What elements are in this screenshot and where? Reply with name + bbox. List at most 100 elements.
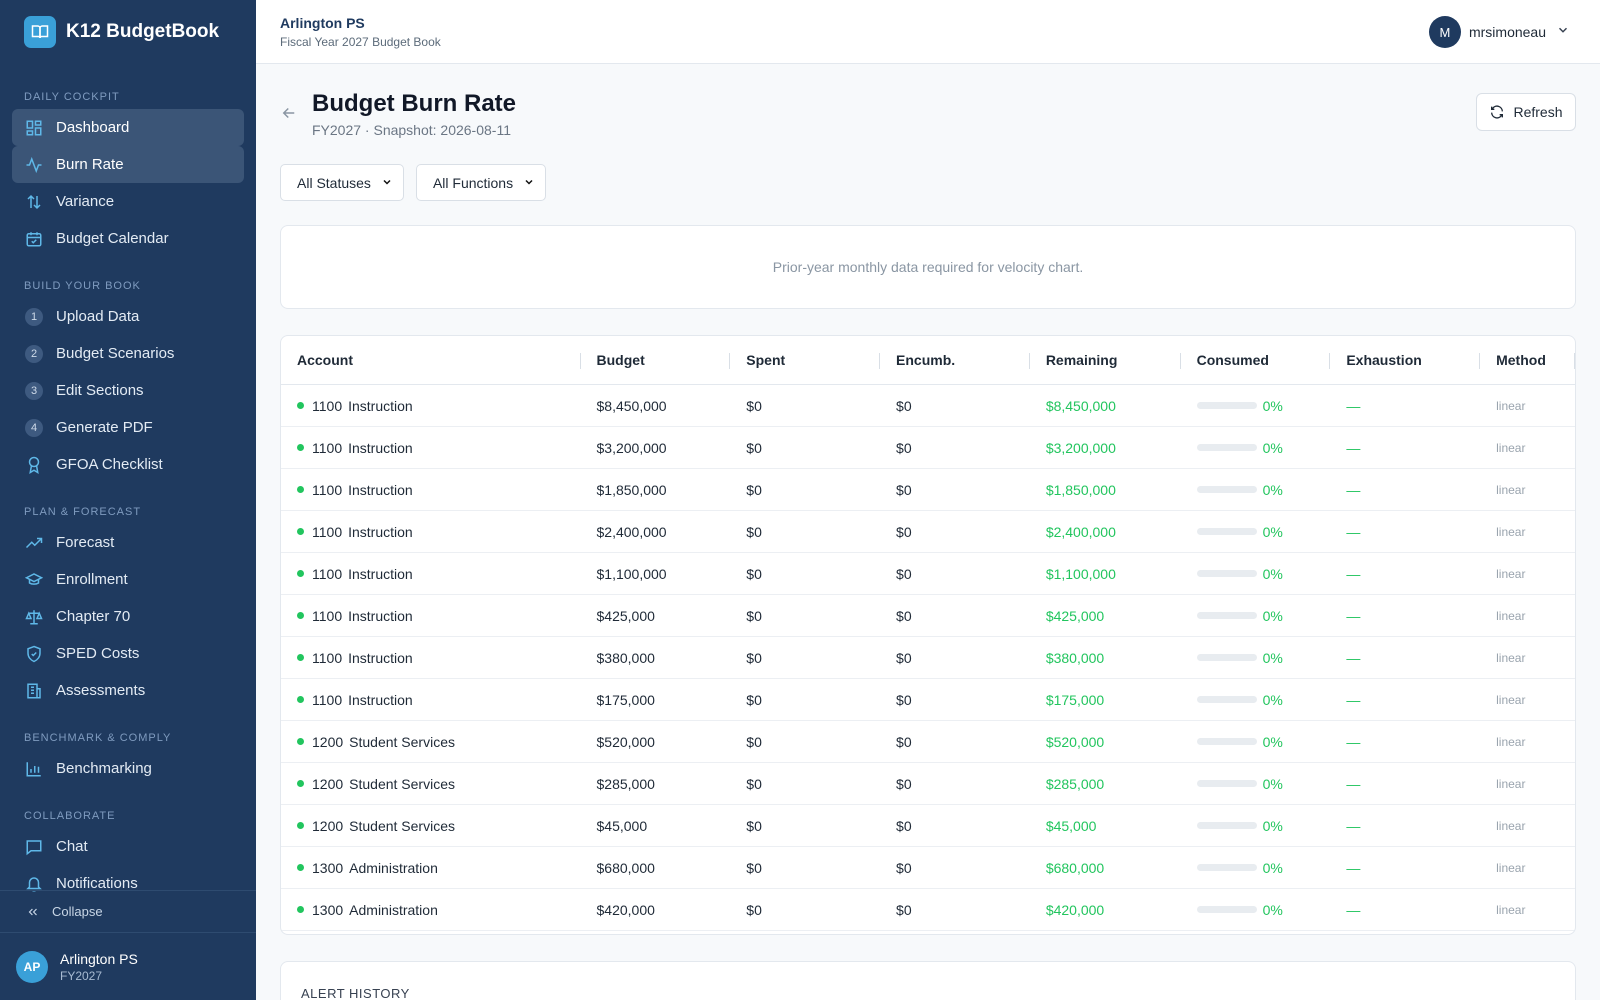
sidebar-item-chat[interactable]: Chat: [12, 828, 244, 865]
brand[interactable]: K12 BudgetBook: [0, 0, 256, 64]
column-header-spent[interactable]: Spent: [730, 336, 880, 384]
sidebar-item-forecast[interactable]: Forecast: [12, 524, 244, 561]
remaining-cell: $2,400,000: [1030, 511, 1181, 552]
table-row[interactable]: 1100 Instruction $8,450,000 $0 $0 $8,450,000 0…: [281, 385, 1575, 427]
remaining-value: $425,000: [1045, 607, 1105, 624]
account-code: 1300: [312, 901, 344, 918]
sidebar-item-label: Notifications: [56, 875, 138, 892]
method-value: linear: [1496, 440, 1526, 455]
table-row[interactable]: 1300 Administration $680,000 $0 $0 $680,000 0%…: [281, 847, 1575, 889]
refresh-icon: [1489, 104, 1505, 120]
encumb-value: $0: [896, 439, 912, 456]
method-cell: linear: [1480, 721, 1575, 762]
exhaustion-value: —: [1346, 775, 1361, 792]
sidebar-item-budget-scenarios[interactable]: 2 Budget Scenarios: [12, 335, 244, 372]
sidebar-item-gfoa-checklist[interactable]: GFOA Checklist: [12, 446, 244, 483]
consumed-percent: 0%: [1262, 439, 1283, 456]
budget-value: $8,450,000: [596, 397, 667, 414]
budget-cell: $1,100,000: [581, 553, 731, 594]
burn-rate-table: Account Budget Spent Encumb. Remaining C…: [280, 335, 1576, 935]
sidebar-item-benchmarking[interactable]: Benchmarking: [12, 750, 244, 787]
table-row[interactable]: 1100 Instruction $1,850,000 $0 $0 $1,850,000 0…: [281, 469, 1575, 511]
sidebar-item-dashboard[interactable]: Dashboard: [12, 109, 244, 146]
sidebar-item-burn-rate[interactable]: Burn Rate: [12, 146, 244, 183]
spent-value: $0: [746, 607, 762, 624]
encumb-value: $0: [896, 901, 912, 918]
remaining-value: $1,850,000: [1045, 481, 1116, 498]
encumb-value: $0: [896, 859, 912, 876]
remaining-value: $420,000: [1045, 901, 1105, 918]
column-header-exhaustion[interactable]: Exhaustion: [1330, 336, 1480, 384]
remaining-value: $380,000: [1045, 649, 1105, 666]
remaining-value: $680,000: [1045, 859, 1105, 876]
sidebar-item-assessments[interactable]: Assessments: [12, 672, 244, 709]
table-row[interactable]: 1100 Instruction $1,100,000 $0 $0 $1,100,000 0…: [281, 553, 1575, 595]
account-code: 1200: [312, 733, 344, 750]
consumed-progress-bar: [1196, 654, 1257, 661]
account-cell: 1100 Instruction: [281, 595, 581, 636]
encumb-cell: $0: [880, 679, 1030, 720]
account-name: Instruction: [348, 523, 413, 540]
budget-cell: $45,000: [581, 805, 731, 846]
column-header-remaining[interactable]: Remaining: [1030, 336, 1181, 384]
spent-value: $0: [746, 775, 762, 792]
consumed-percent: 0%: [1262, 481, 1283, 498]
consumed-cell: 0%: [1181, 847, 1331, 888]
column-header-consumed[interactable]: Consumed: [1181, 336, 1331, 384]
sidebar-item-variance[interactable]: Variance: [12, 183, 244, 220]
method-value: linear: [1496, 860, 1526, 875]
table-row[interactable]: 1100 Instruction $175,000 $0 $0 $175,000 0% — li…: [281, 679, 1575, 721]
function-filter-select[interactable]: All Functions: [415, 164, 547, 201]
status-dot: [297, 906, 304, 913]
consumed-cell: 0%: [1181, 637, 1331, 678]
encumb-value: $0: [896, 565, 912, 582]
collapse-button[interactable]: Collapse: [0, 890, 256, 932]
table-row[interactable]: 1100 Instruction $2,400,000 $0 $0 $2,400,000 0…: [281, 511, 1575, 553]
sidebar-item-upload-data[interactable]: 1 Upload Data: [12, 298, 244, 335]
consumed-percent: 0%: [1262, 733, 1283, 750]
table-row[interactable]: 1200 Student Services $285,000 $0 $0 $285,000…: [281, 763, 1575, 805]
status-dot: [297, 696, 304, 703]
sidebar-item-chapter-70[interactable]: Chapter 70: [12, 598, 244, 635]
table-row[interactable]: 1100 Instruction $380,000 $0 $0 $380,000 0% — li…: [281, 637, 1575, 679]
refresh-button[interactable]: Refresh: [1476, 93, 1576, 131]
budget-value: $3,200,000: [596, 439, 667, 456]
column-header-method[interactable]: Method: [1480, 336, 1575, 384]
back-arrow-icon[interactable]: [280, 104, 298, 127]
consumed-progress-bar: [1196, 780, 1257, 787]
exhaustion-value: —: [1346, 397, 1361, 414]
remaining-cell: $175,000: [1030, 679, 1181, 720]
column-header-encumbered[interactable]: Encumb.: [880, 336, 1030, 384]
sidebar-item-generate-pdf[interactable]: 4 Generate PDF: [12, 409, 244, 446]
account-name: Instruction: [348, 397, 413, 414]
table-row[interactable]: 1100 Instruction $425,000 $0 $0 $425,000 0% — li…: [281, 595, 1575, 637]
chevrons-left-icon: [26, 905, 40, 919]
table-row[interactable]: 1200 Student Services $45,000 $0 $0 $45,000 0%…: [281, 805, 1575, 847]
account-name: Student Services: [349, 817, 455, 834]
column-header-account[interactable]: Account: [281, 336, 581, 384]
encumb-value: $0: [896, 733, 912, 750]
table-row[interactable]: 1100 Instruction $3,200,000 $0 $0 $3,200,000 0…: [281, 427, 1575, 469]
user-menu[interactable]: M mrsimoneau: [1428, 16, 1570, 48]
sidebar-item-budget-calendar[interactable]: Budget Calendar: [12, 220, 244, 257]
column-header-budget[interactable]: Budget: [581, 336, 731, 384]
sidebar-item-edit-sections[interactable]: 3 Edit Sections: [12, 372, 244, 409]
exhaustion-value: —: [1346, 859, 1361, 876]
sidebar-item-enrollment[interactable]: Enrollment: [12, 561, 244, 598]
district-switcher[interactable]: AP Arlington PS FY2027: [0, 932, 256, 1000]
spent-cell: $0: [730, 469, 880, 510]
sidebar-item-label: Dashboard: [56, 119, 130, 136]
sidebar-item-label: Variance: [56, 193, 115, 210]
exhaustion-cell: —: [1330, 511, 1480, 552]
table-row[interactable]: 1300 Administration $420,000 $0 $0 $420,000 0%…: [281, 889, 1575, 931]
budget-cell: $175,000: [581, 679, 731, 720]
status-dot: [297, 654, 304, 661]
sidebar-item-label: Generate PDF: [56, 419, 153, 436]
sidebar-item-sped-costs[interactable]: SPED Costs: [12, 635, 244, 672]
budget-value: $380,000: [596, 649, 655, 666]
consumed-progress-bar: [1196, 612, 1257, 619]
status-filter-select[interactable]: All Statuses: [280, 164, 404, 201]
table-row[interactable]: 1200 Student Services $520,000 $0 $0 $520,000…: [281, 721, 1575, 763]
method-value: linear: [1496, 734, 1526, 749]
budget-value: $680,000: [596, 859, 655, 876]
